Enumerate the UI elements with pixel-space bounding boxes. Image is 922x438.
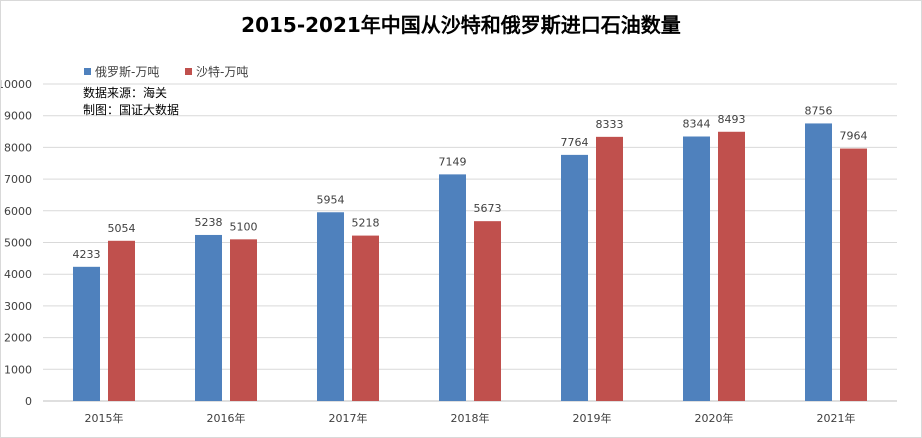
data-label-russia-5: 8344 [683,117,711,130]
x-tick-label: 2017年 [329,411,368,425]
legend: 俄罗斯-万吨 沙特-万吨 [84,64,248,79]
data-label-saudi-1: 5100 [230,220,258,233]
y-tick-label: 5000 [4,237,32,250]
y-tick-label: 6000 [4,205,32,218]
bar-saudi-3 [474,221,501,401]
legend-label-saudi: 沙特-万吨 [196,64,248,79]
data-label-saudi-6: 7964 [840,130,868,143]
bar-russia-4 [561,154,588,401]
credit-note: 制图：国证大数据 [83,102,179,117]
y-tick-label: 2000 [4,332,32,345]
chart-title: 2015-2021年中国从沙特和俄罗斯进口石油数量 [241,13,681,37]
legend-swatch-russia [84,68,91,75]
bar-saudi-5 [718,131,745,401]
bar-saudi-6 [840,148,867,401]
data-label-saudi-2: 5218 [352,217,380,230]
y-tick-label: 1000 [4,363,32,376]
y-tick-label: 9000 [4,110,32,123]
y-tick-label: 10000 [1,78,32,91]
x-tick-label: 2021年 [817,411,856,425]
y-axis-ticks: 0 1000 2000 3000 4000 5000 6000 7000 8000 9000 100… [1,78,32,408]
source-note: 数据来源：海关 [83,85,167,100]
data-label-russia-3: 7149 [439,155,467,168]
bar-russia-0 [73,266,100,401]
bar-saudi-0 [108,240,135,401]
x-tick-label: 2015年 [85,411,124,425]
bar-saudi-4 [596,136,623,401]
bar-saudi-1 [230,239,257,401]
legend-swatch-saudi [185,68,192,75]
bar-russia-3 [439,174,466,401]
bar-russia-5 [683,136,710,402]
bar-russia-2 [317,212,344,401]
data-label-saudi-4: 8333 [596,118,624,131]
data-label-russia-6: 8756 [805,104,833,117]
bar-russia-6 [805,123,832,401]
x-tick-label: 2020年 [695,411,734,425]
y-tick-label: 8000 [4,141,32,154]
y-tick-label: 4000 [4,268,32,281]
x-tick-label: 2018年 [451,411,490,425]
data-label-saudi-0: 5054 [108,222,136,235]
legend-label-russia: 俄罗斯-万吨 [95,65,159,79]
x-tick-label: 2019年 [573,411,612,425]
y-tick-label: 0 [25,395,32,408]
data-labels: 4233 5054 5238 5100 5954 5218 7149 5673 7764 8333… [73,104,868,260]
y-tick-label: 3000 [4,300,32,313]
data-label-russia-1: 5238 [195,216,223,229]
x-axis-ticks: 2015年 2016年 2017年 2018年 2019年 2020年 2021年 [85,411,856,425]
data-label-saudi-3: 5673 [474,202,502,215]
data-label-russia-4: 7764 [561,136,589,149]
bar-russia-1 [195,234,222,401]
y-tick-label: 7000 [4,173,32,186]
data-label-russia-0: 4233 [73,248,101,261]
bar-saudi-2 [352,235,379,401]
grid-lines [43,83,897,402]
bars [73,123,867,402]
x-tick-label: 2016年 [207,411,246,425]
data-label-russia-2: 5954 [317,193,345,206]
data-label-saudi-5: 8493 [718,113,746,126]
